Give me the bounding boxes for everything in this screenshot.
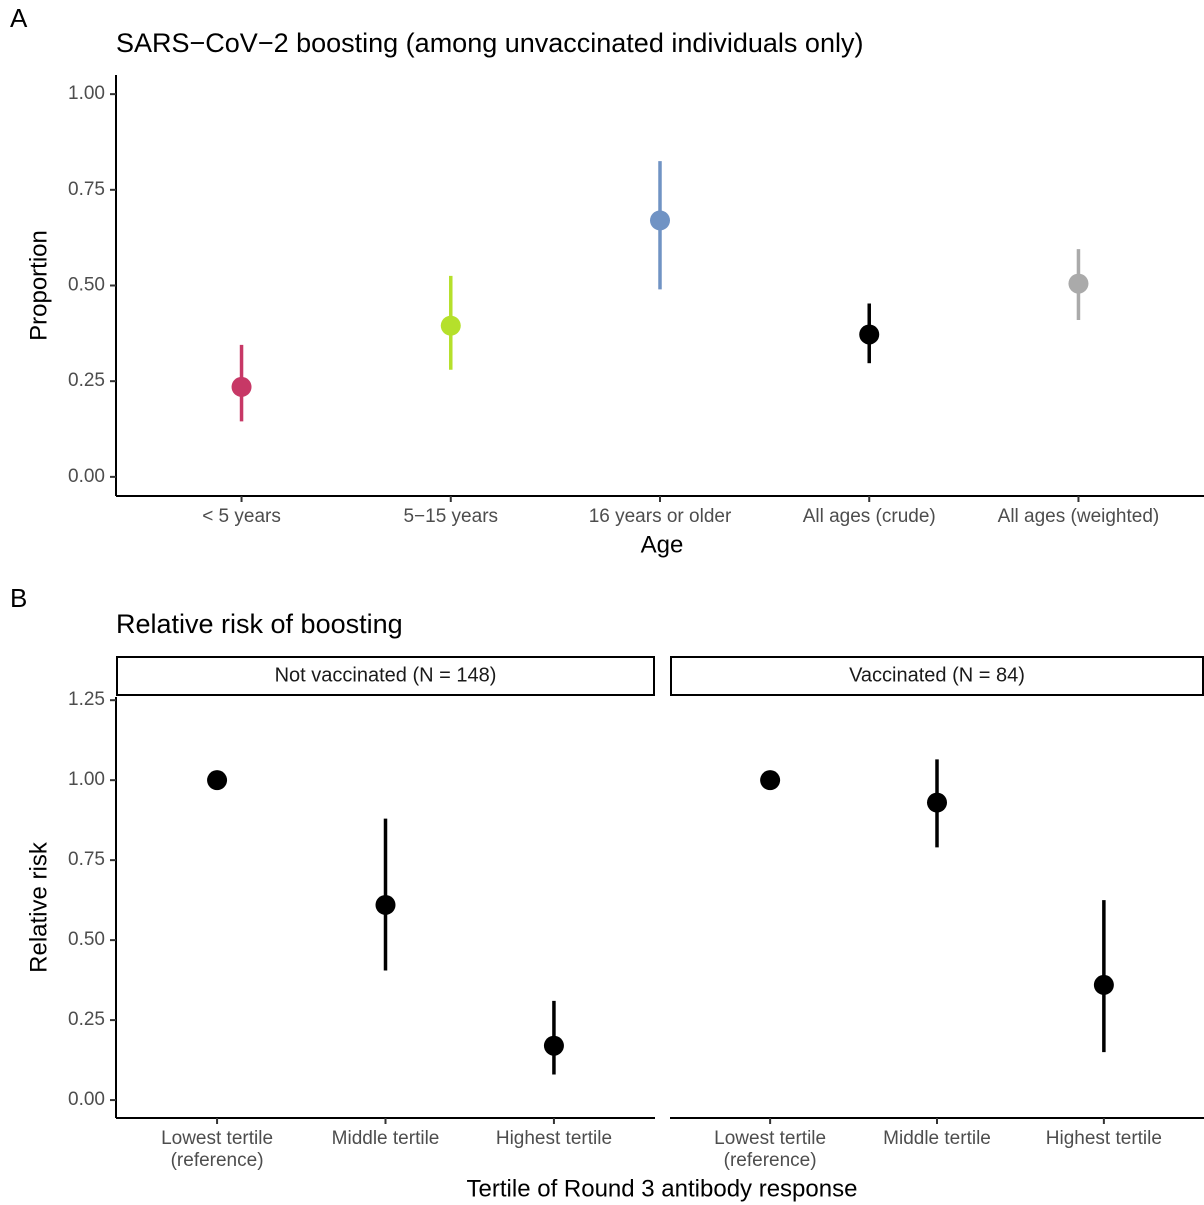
- facet-title: Not vaccinated (N = 148): [275, 664, 497, 686]
- x-tick-label: All ages (crude): [803, 506, 936, 527]
- y-axis-title: Proportion: [25, 230, 52, 341]
- x-tick-label: Highest tertile: [496, 1128, 612, 1149]
- x-axis-title: Tertile of Round 3 antibody response: [467, 1175, 858, 1202]
- y-tick-label: 1.25: [68, 689, 105, 710]
- facet-strip: [670, 656, 1204, 696]
- x-tick-label: (reference): [171, 1150, 264, 1171]
- facet-strip: [116, 656, 655, 696]
- point: [927, 792, 947, 813]
- x-tick-label: All ages (weighted): [998, 506, 1160, 527]
- y-tick-label: 1.00: [68, 83, 105, 104]
- y-tick-label: 0.50: [68, 929, 105, 950]
- x-tick-label: Middle tertile: [332, 1128, 440, 1149]
- point: [231, 376, 252, 397]
- y-tick-label: 1.00: [68, 769, 105, 790]
- point: [859, 324, 880, 345]
- panel-letter: B: [10, 583, 27, 613]
- x-tick-label: (reference): [724, 1150, 817, 1171]
- y-tick-label: 0.75: [68, 179, 105, 200]
- x-tick-label: Lowest tertile: [161, 1128, 273, 1149]
- y-tick-label: 0.00: [68, 466, 105, 487]
- facet-title: Vaccinated (N = 84): [849, 664, 1025, 686]
- point: [760, 770, 781, 791]
- x-axis-title: Age: [641, 531, 684, 558]
- chart-title: SARS−CoV−2 boosting (among unvaccinated …: [116, 28, 863, 58]
- point: [1068, 273, 1089, 294]
- chart-title: Relative risk of boosting: [116, 609, 403, 639]
- point: [1093, 974, 1114, 995]
- y-tick-label: 0.75: [68, 849, 105, 870]
- point: [375, 894, 396, 915]
- x-tick-label: Highest tertile: [1046, 1128, 1162, 1149]
- point: [207, 770, 228, 791]
- point: [543, 1035, 564, 1056]
- x-tick-label: < 5 years: [202, 506, 281, 527]
- x-tick-label: 16 years or older: [589, 506, 732, 527]
- y-tick-label: 0.25: [68, 1009, 105, 1030]
- x-tick-label: 5−15 years: [403, 506, 498, 527]
- y-tick-label: 0.00: [68, 1089, 105, 1110]
- point: [440, 315, 461, 336]
- y-tick-label: 0.50: [68, 275, 105, 296]
- y-tick-label: 0.25: [68, 370, 105, 391]
- point: [650, 210, 670, 231]
- panel-letter: A: [10, 3, 28, 33]
- y-axis-title: Relative risk: [25, 841, 52, 973]
- x-tick-label: Middle tertile: [883, 1128, 991, 1149]
- x-tick-label: Lowest tertile: [714, 1128, 826, 1149]
